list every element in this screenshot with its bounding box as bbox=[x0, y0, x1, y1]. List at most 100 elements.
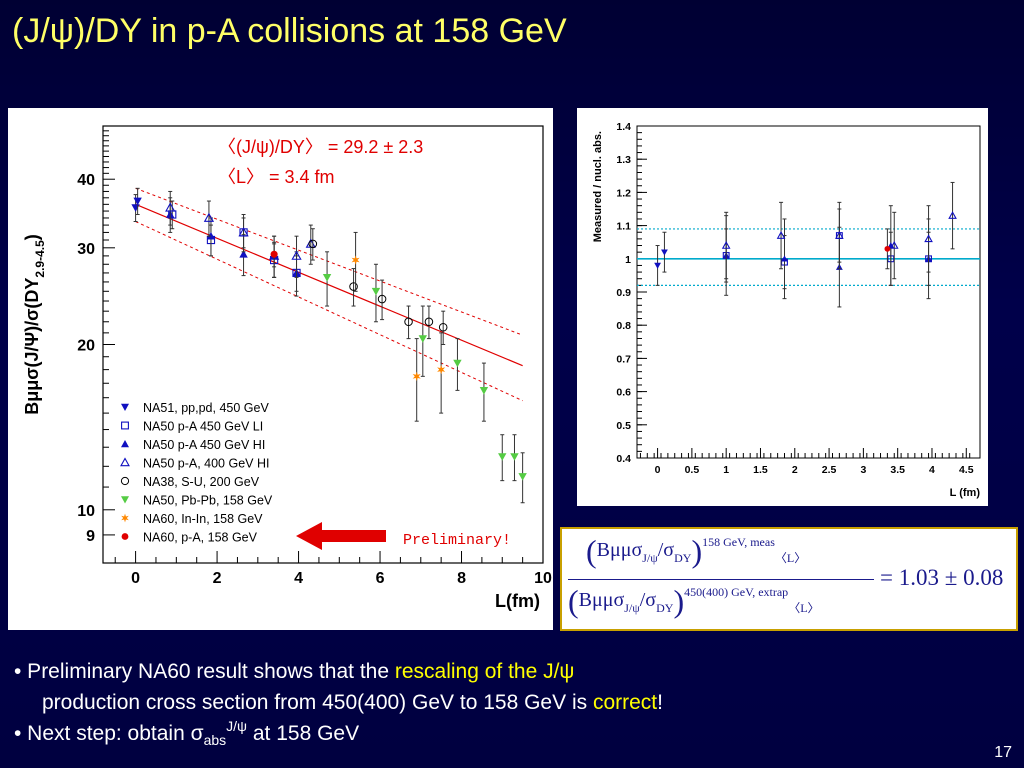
data-point bbox=[479, 387, 489, 395]
y-tick-label: 1 bbox=[625, 254, 631, 266]
data-point bbox=[438, 322, 448, 332]
data-point bbox=[498, 453, 507, 461]
series-group bbox=[270, 241, 278, 268]
x-tick-label: 0 bbox=[655, 464, 661, 476]
x-tick-label: 10 bbox=[534, 570, 552, 587]
x-tick-label: 8 bbox=[457, 570, 466, 587]
data-point bbox=[518, 473, 527, 481]
data-point bbox=[510, 453, 519, 461]
data-point bbox=[206, 231, 216, 240]
x-tick-label: 3.5 bbox=[890, 464, 905, 476]
legend-marker bbox=[121, 513, 129, 523]
data-point bbox=[948, 211, 957, 219]
series-group bbox=[721, 181, 957, 280]
data-point bbox=[349, 282, 358, 291]
legend-label: NA50, Pb-Pb, 158 GeV bbox=[143, 494, 273, 508]
data-point bbox=[308, 239, 318, 249]
x-tick-label: 1 bbox=[723, 464, 729, 476]
data-point bbox=[412, 371, 421, 381]
y-tick-label: 0.5 bbox=[616, 420, 631, 432]
data-point bbox=[322, 274, 332, 282]
y-tick-label: 9 bbox=[86, 528, 95, 545]
bullet-1: • Preliminary NA60 result shows that the… bbox=[14, 660, 575, 683]
bullet-2: • Next step: obtain σabsJ/ψ at 158 GeV bbox=[14, 718, 360, 748]
preliminary-label: Preliminary! bbox=[403, 532, 511, 549]
data-point bbox=[437, 365, 446, 375]
x-axis-label: L(fm) bbox=[495, 591, 540, 611]
legend-marker bbox=[121, 496, 129, 504]
series-group bbox=[322, 251, 527, 504]
series-group bbox=[884, 228, 891, 270]
legend-marker bbox=[121, 533, 129, 540]
preliminary-arrow bbox=[296, 522, 386, 550]
formula-denominator: (BμμσJ/ψ/σDY)450(400) GeV, extrap〈L〉 bbox=[568, 583, 820, 619]
x-tick-label: 0.5 bbox=[685, 464, 700, 476]
legend-label: NA38, S-U, 200 GeV bbox=[143, 475, 260, 489]
legend-label: NA51, pp,pd, 450 GeV bbox=[143, 401, 269, 415]
data-point bbox=[721, 240, 731, 249]
legend-label: NA60, p-A, 158 GeV bbox=[143, 531, 258, 545]
y-tick-label: 1.3 bbox=[616, 154, 631, 166]
fit-band-line bbox=[135, 221, 523, 402]
data-point bbox=[404, 317, 413, 327]
data-point bbox=[661, 249, 668, 256]
x-axis-label: L (fm) bbox=[950, 487, 981, 499]
data-point bbox=[884, 245, 891, 252]
formula-numerator: (BμμσJ/ψ/σDY)158 GeV, meas〈L〉 bbox=[586, 533, 807, 569]
data-point bbox=[203, 212, 215, 222]
legend-marker bbox=[121, 403, 129, 411]
y-tick-label: 0.6 bbox=[616, 387, 631, 399]
series-group bbox=[166, 197, 301, 297]
data-point bbox=[377, 294, 387, 304]
right-chart: 0 0.5 1 1.5 2 2.5 3 3.5 4 4.5 0.4 0.5 0.6 0.7 0.8 0.9 1 1… bbox=[592, 121, 981, 499]
fit-band-line bbox=[135, 187, 523, 336]
legend-label: NA50 p-A 450 GeV LI bbox=[143, 420, 263, 434]
data-point bbox=[889, 240, 899, 249]
data-point bbox=[165, 202, 176, 212]
x-tick-label: 2 bbox=[213, 570, 222, 587]
legend-marker bbox=[120, 476, 130, 486]
data-point bbox=[776, 231, 786, 239]
y-tick-label: 30 bbox=[77, 241, 95, 258]
series-group bbox=[308, 228, 448, 345]
data-point bbox=[654, 262, 661, 269]
annotation-mean-length: 〈L〉 = 3.4 fm bbox=[218, 167, 335, 187]
series-group bbox=[165, 190, 316, 278]
x-tick-label: 6 bbox=[376, 570, 385, 587]
y-axis-label: Bμμσ(J/Ψ)/σ(DY2.9-4.5) bbox=[22, 234, 47, 415]
y-tick-label: 1.4 bbox=[616, 121, 631, 133]
slide-title: (J/ψ)/DY in p-A collisions at 158 GeV bbox=[12, 12, 567, 50]
y-tick-label: 40 bbox=[77, 172, 95, 189]
y-tick-label: 0.8 bbox=[616, 320, 631, 332]
x-tick-label: 2.5 bbox=[822, 464, 837, 476]
y-tick-label: 1.1 bbox=[616, 221, 631, 233]
series-group bbox=[654, 231, 668, 286]
y-tick-label: 0.4 bbox=[616, 453, 631, 465]
formula-result: = 1.03 ± 0.08 bbox=[880, 565, 1004, 590]
y-tick-label: 1.2 bbox=[616, 187, 631, 199]
series-group bbox=[722, 208, 932, 290]
legend-marker bbox=[121, 440, 129, 448]
x-tick-label: 1.5 bbox=[753, 464, 768, 476]
series-group bbox=[351, 231, 446, 422]
data-point bbox=[453, 359, 462, 368]
y-tick-label: 0.7 bbox=[616, 353, 631, 365]
data-point bbox=[418, 335, 428, 343]
data-point bbox=[133, 197, 142, 206]
data-point bbox=[781, 255, 788, 262]
y-tick-label: 20 bbox=[77, 338, 95, 355]
data-point bbox=[424, 317, 434, 327]
legend-label: NA50 p-A 450 GeV HI bbox=[143, 438, 265, 452]
bullet-list: • Preliminary NA60 result shows that the… bbox=[14, 656, 663, 751]
x-tick-label: 3 bbox=[860, 464, 866, 476]
y-axis-label: Measured / nucl. abs. bbox=[592, 131, 604, 242]
left-chart-panel: 0 2 4 6 8 10 9 10 20 30 40 L(fm) Bμμσ(J/Ψ)/σ(DY2.9-4… bbox=[8, 108, 553, 630]
x-tick-label: 4 bbox=[294, 570, 303, 587]
legend-label: NA60, In-In, 158 GeV bbox=[143, 512, 263, 526]
x-tick-label: 4.5 bbox=[959, 464, 974, 476]
x-tick-label: 4 bbox=[929, 464, 935, 476]
y-tick-label: 10 bbox=[77, 503, 95, 520]
ratio-formula: (BμμσJ/ψ/σDY)158 GeV, meas〈L〉 (BμμσJ/ψ/σ… bbox=[560, 527, 1018, 631]
legend-marker bbox=[121, 421, 129, 430]
data-point bbox=[835, 231, 844, 239]
